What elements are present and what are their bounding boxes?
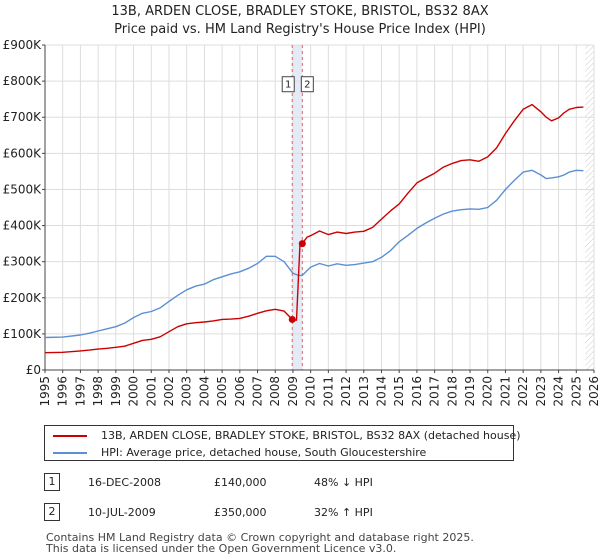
x-tick-label: 2020 xyxy=(481,376,495,407)
transaction-price: £140,000 xyxy=(214,476,267,489)
transaction-number-badge: 1 xyxy=(44,473,60,491)
y-tick-label: £800K xyxy=(3,74,43,88)
marker-label: 2 xyxy=(304,80,310,91)
x-tick-label: 1997 xyxy=(73,376,87,407)
x-tick-label: 2010 xyxy=(304,376,318,407)
x-tick-label: 2000 xyxy=(127,376,141,407)
x-tick-label: 2011 xyxy=(321,376,335,407)
legend: 13B, ARDEN CLOSE, BRADLEY STOKE, BRISTOL… xyxy=(44,425,521,461)
chart-subtitle: Price paid vs. HM Land Registry's House … xyxy=(114,22,486,37)
footer-licence: This data is licensed under the Open Gov… xyxy=(46,542,397,555)
x-tick-label: 2002 xyxy=(162,376,176,407)
transaction-number-badge: 2 xyxy=(44,503,60,521)
price-chart: £0 £100K £200K £300K £400K £500K £600K £700K £80… xyxy=(3,38,600,407)
x-tick-label: 1995 xyxy=(38,376,52,407)
marker-label-box xyxy=(281,76,295,93)
x-tick-label: 1999 xyxy=(109,376,123,407)
y-tick-label: £0 xyxy=(26,363,41,377)
x-tick-label: 2001 xyxy=(144,376,158,407)
x-tick-label: 2023 xyxy=(534,376,548,407)
transaction-band xyxy=(292,45,303,370)
transaction-point xyxy=(288,315,296,323)
y-tick-label: £300K xyxy=(3,255,43,269)
x-tick-label: 2021 xyxy=(498,376,512,407)
legend-swatch-property xyxy=(53,435,87,437)
x-tick-label: 2005 xyxy=(215,376,229,407)
x-tick-label: 2014 xyxy=(374,376,388,407)
forecast-hatch xyxy=(585,45,594,370)
x-tick-label: 2024 xyxy=(552,376,566,407)
y-tick-label: £600K xyxy=(3,146,43,160)
x-tick-label: 2025 xyxy=(569,376,583,407)
y-tick-label: £500K xyxy=(3,182,43,196)
marker-label-box xyxy=(300,76,314,93)
legend-swatch-hpi xyxy=(53,452,87,454)
chart-title: 13B, ARDEN CLOSE, BRADLEY STOKE, BRISTOL… xyxy=(111,4,489,19)
transaction-price: £350,000 xyxy=(214,506,267,519)
marker-label: 1 xyxy=(285,80,291,91)
x-tick-label: 2026 xyxy=(587,376,600,407)
x-tick-label: 2017 xyxy=(428,376,442,407)
x-tick-label: 2007 xyxy=(251,376,265,407)
x-tick-label: 2012 xyxy=(339,376,353,407)
x-tick-label: 2019 xyxy=(463,376,477,407)
y-tick-label: £900K xyxy=(3,38,43,52)
property-series-line xyxy=(44,103,584,354)
legend-label-hpi: HPI: Average price, detached house, Sout… xyxy=(101,446,427,459)
transaction-point xyxy=(298,240,306,248)
transaction-hpi-diff: 48% ↓ HPI xyxy=(314,476,373,489)
x-tick-label: 2022 xyxy=(516,376,530,407)
y-tick-label: £700K xyxy=(3,110,43,124)
x-tick-label: 1996 xyxy=(56,376,70,407)
y-tick-label: £200K xyxy=(3,291,43,305)
x-tick-label: 2016 xyxy=(410,376,424,407)
x-tick-label: 2018 xyxy=(445,376,459,407)
legend-label-property: 13B, ARDEN CLOSE, BRADLEY STOKE, BRISTOL… xyxy=(101,429,521,442)
x-tick-label: 2015 xyxy=(392,376,406,407)
x-tick-label: 1998 xyxy=(91,376,105,407)
x-tick-label: 2013 xyxy=(357,376,371,407)
x-tick-label: 2008 xyxy=(268,376,282,407)
x-tick-label: 2009 xyxy=(286,376,300,407)
y-tick-label: £100K xyxy=(3,327,43,341)
x-tick-label: 2006 xyxy=(233,376,247,407)
x-tick-label: 2004 xyxy=(197,376,211,407)
y-tick-label: £400K xyxy=(3,219,43,233)
hpi-series-line xyxy=(44,169,584,339)
x-tick-label: 2003 xyxy=(180,376,194,407)
transaction-date: 16-DEC-2008 xyxy=(88,476,162,489)
footer-copyright: Contains HM Land Registry data © Crown c… xyxy=(46,531,474,544)
transaction-hpi-diff: 32% ↑ HPI xyxy=(314,506,373,519)
transaction-date: 10-JUL-2009 xyxy=(88,506,156,519)
